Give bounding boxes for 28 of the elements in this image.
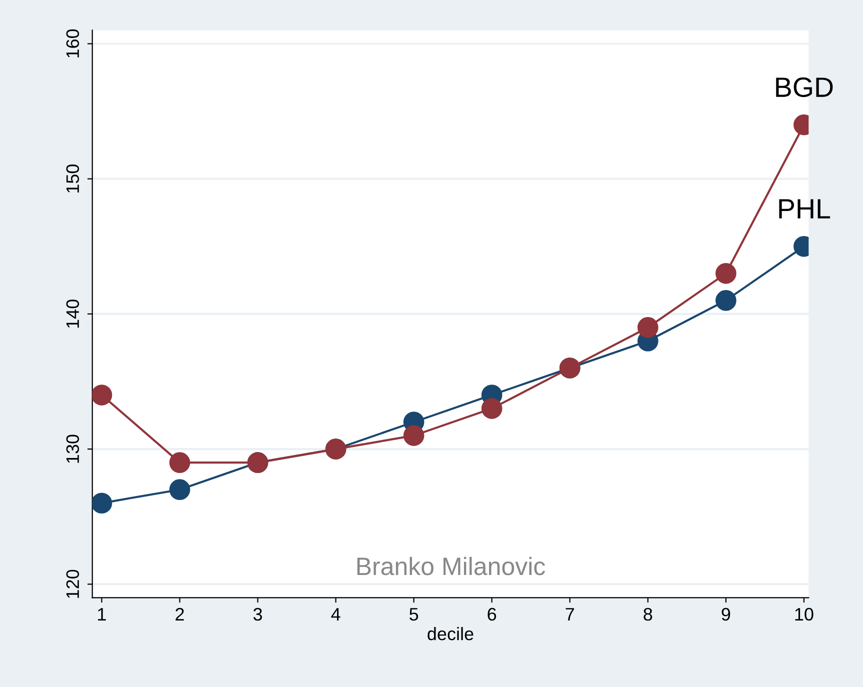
point: [716, 263, 736, 284]
x-tick-label: 1: [98, 608, 106, 620]
y-tick-label: 160: [66, 29, 80, 58]
x-tick-label: 9: [722, 608, 730, 621]
y-tick-label: 140: [66, 300, 80, 328]
point: [481, 398, 502, 419]
x-tick-label: 5: [410, 608, 418, 621]
x-tick-label: 3: [253, 608, 262, 621]
x-tick-label: 2: [176, 608, 184, 620]
point: [169, 479, 190, 500]
point: [637, 317, 658, 338]
y-tick-label: 150: [66, 164, 80, 193]
series-label: PHL: [779, 199, 830, 218]
x-tick-label: 6: [488, 608, 496, 621]
point: [92, 384, 112, 406]
annotation: Branko Milanovic: [357, 556, 546, 576]
y-tick-label: 130: [66, 434, 80, 463]
point: [92, 492, 112, 514]
x-axis-title: decile: [428, 627, 474, 640]
series-label: BGD: [776, 77, 833, 98]
x-tick-label: 7: [566, 608, 574, 620]
y-tick-label: 120: [66, 570, 80, 598]
point: [716, 290, 736, 311]
point: [169, 452, 190, 473]
point: [403, 425, 424, 446]
x-tick-label: 10: [795, 608, 814, 621]
x-tick-label: 8: [644, 608, 652, 621]
x-tick-label: 4: [331, 608, 340, 620]
